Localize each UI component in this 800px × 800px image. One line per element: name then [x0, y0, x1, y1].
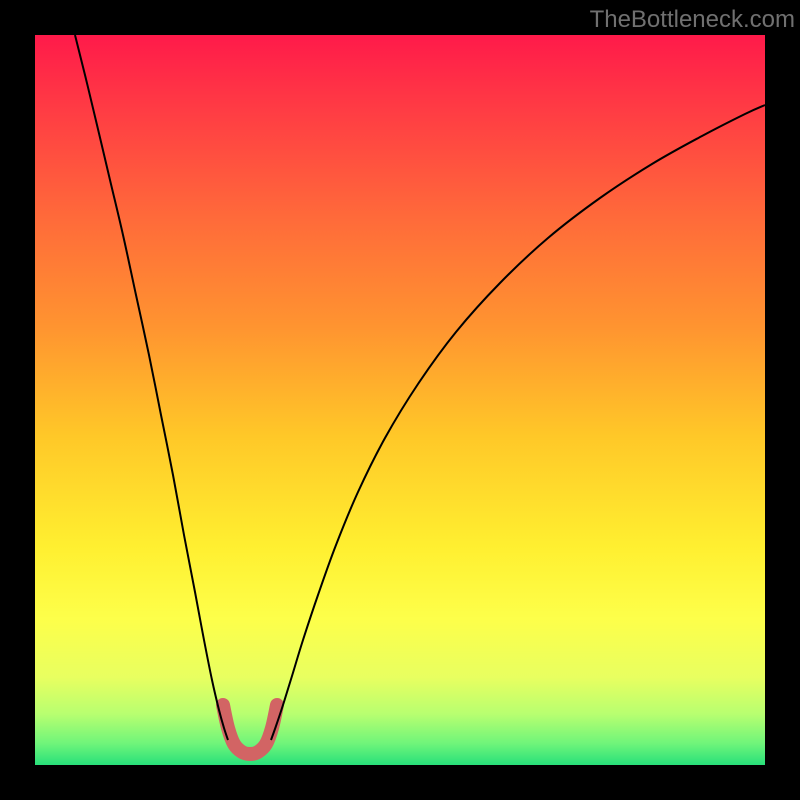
highlight-marker	[223, 705, 277, 754]
chart-canvas: TheBottleneck.com	[0, 0, 800, 800]
curve-right-branch	[271, 105, 765, 740]
curve-left-branch	[75, 35, 228, 740]
plot-area	[35, 35, 765, 765]
watermark-text: TheBottleneck.com	[590, 6, 795, 34]
curve-layer	[35, 35, 765, 765]
